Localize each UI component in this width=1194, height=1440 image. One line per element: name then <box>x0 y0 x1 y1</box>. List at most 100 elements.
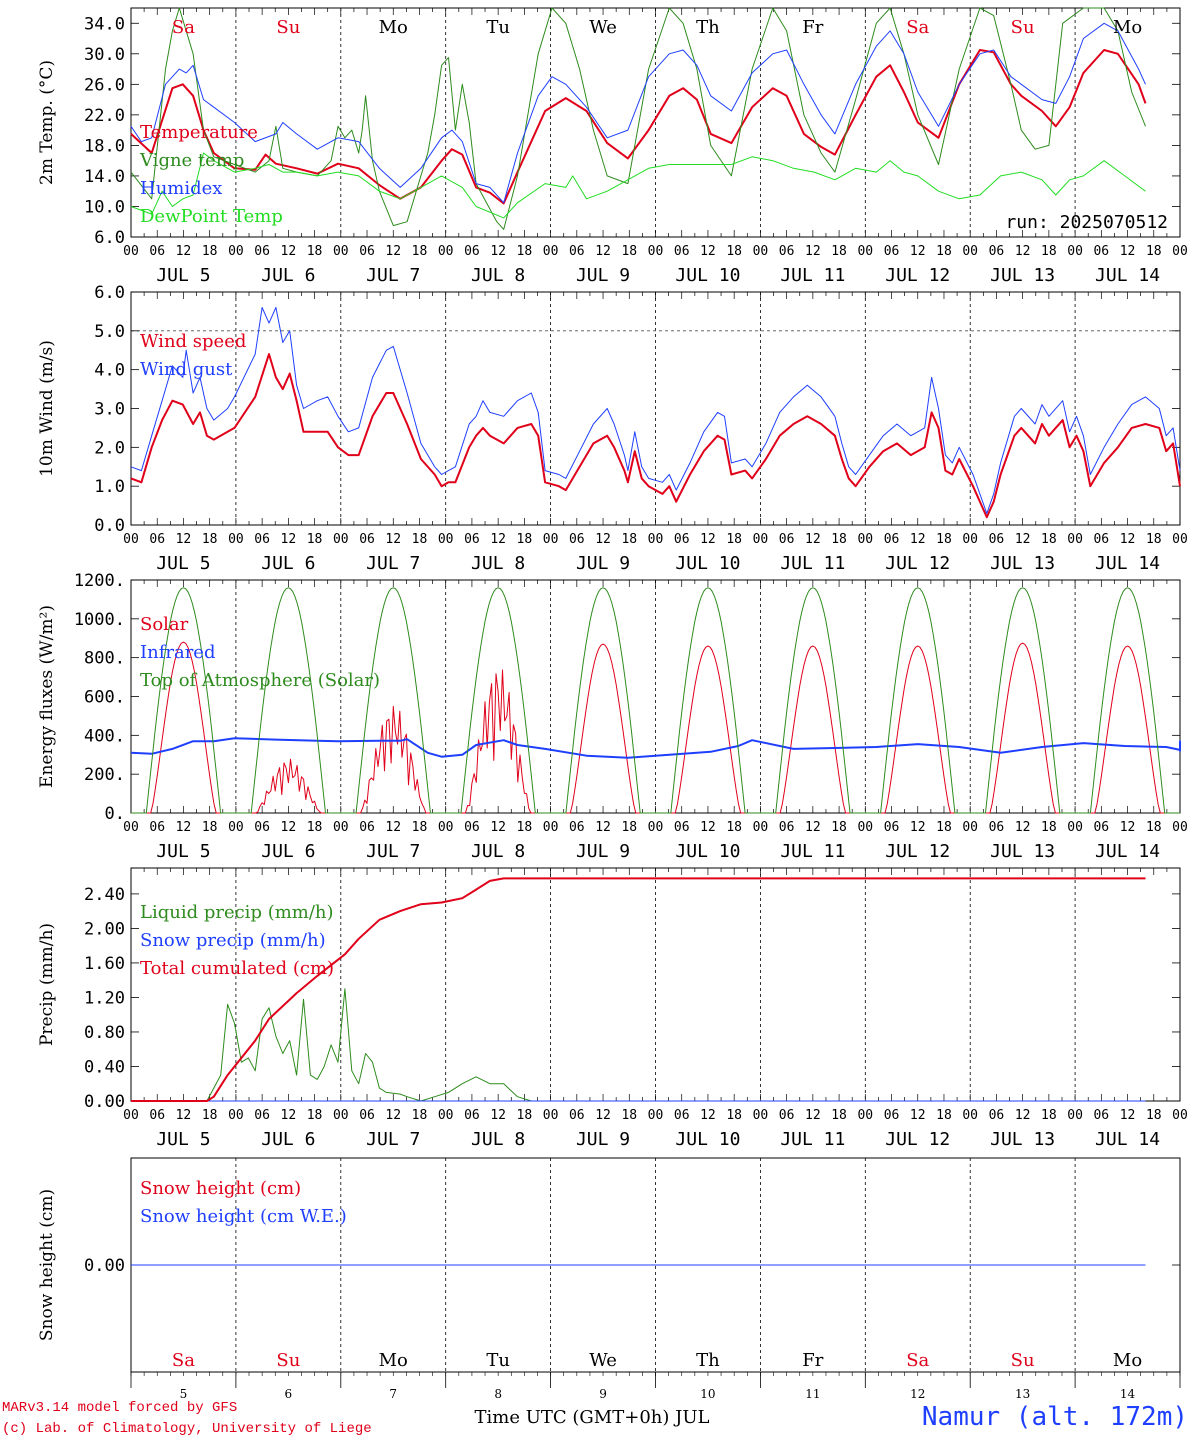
day-number: 9 <box>599 1387 607 1401</box>
hour-tick-label: 00 <box>333 244 349 259</box>
date-label: JUL 8 <box>471 553 525 574</box>
weekday-label: Su <box>1011 1350 1035 1371</box>
date-label: JUL 12 <box>885 841 950 862</box>
weekday-label: Mo <box>379 17 408 38</box>
date-label: JUL 11 <box>780 265 845 286</box>
hour-tick-label: 18 <box>307 244 323 259</box>
y-tick-label: 18.0 <box>84 136 125 156</box>
hour-tick-label: 12 <box>910 532 926 547</box>
weekday-label: We <box>589 17 617 38</box>
hour-tick-label: 00 <box>228 244 244 259</box>
hour-tick-label: 00 <box>228 532 244 547</box>
legend-entry: Snow height (cm) <box>140 1178 301 1199</box>
hour-tick-label: 18 <box>936 244 952 259</box>
date-label: JUL 6 <box>261 841 315 862</box>
x-axis-title: Time UTC (GMT+0h) JUL <box>475 1407 710 1428</box>
hour-tick-label: 00 <box>438 1108 454 1123</box>
hour-tick-label: 06 <box>989 820 1005 835</box>
hour-tick-label: 00 <box>333 1108 349 1123</box>
hour-tick-label: 06 <box>149 244 165 259</box>
series-liquid-precip-mm-h- <box>131 988 1146 1102</box>
hour-tick-label: 00 <box>123 532 139 547</box>
hour-tick-label: 00 <box>857 1108 873 1123</box>
legend-entry: Top of Atmosphere (Solar) <box>140 670 380 691</box>
date-label: JUL 5 <box>156 553 210 574</box>
date-label: JUL 12 <box>885 265 950 286</box>
hour-tick-label: 12 <box>385 244 401 259</box>
hour-tick-label: 00 <box>857 820 873 835</box>
hour-tick-label: 12 <box>1120 1108 1136 1123</box>
weekday-label: Su <box>1011 17 1035 38</box>
date-label: JUL 14 <box>1095 553 1160 574</box>
hour-tick-label: 18 <box>726 1108 742 1123</box>
hour-tick-label: 12 <box>910 1108 926 1123</box>
hour-tick-label: 06 <box>359 820 375 835</box>
date-label: JUL 13 <box>990 1129 1055 1150</box>
panel-4 <box>130 867 1181 1102</box>
hour-tick-label: 06 <box>149 820 165 835</box>
date-label: JUL 9 <box>576 841 630 862</box>
hour-tick-label: 00 <box>648 244 664 259</box>
hour-tick-label: 12 <box>700 820 716 835</box>
day-number: 12 <box>910 1387 925 1401</box>
hour-tick-label: 18 <box>1146 532 1162 547</box>
y-tick-label: 4.0 <box>94 361 125 381</box>
y-tick-label: 0.00 <box>84 1092 125 1112</box>
date-label: JUL 10 <box>675 1129 740 1150</box>
hour-tick-label: 18 <box>412 244 428 259</box>
hour-tick-label: 00 <box>1172 532 1188 547</box>
series-wind-gust <box>130 307 1181 514</box>
hour-tick-label: 12 <box>1120 244 1136 259</box>
weekday-label: Sa <box>172 1350 195 1371</box>
legend-entry: Vigne temp <box>139 150 244 171</box>
hour-tick-label: 18 <box>307 820 323 835</box>
hour-tick-label: 00 <box>228 1108 244 1123</box>
hour-tick-label: 18 <box>831 820 847 835</box>
y-axis-label: Energy fluxes (W/m²) <box>37 605 57 788</box>
hour-tick-label: 12 <box>700 1108 716 1123</box>
weekday-label: Mo <box>1113 17 1142 38</box>
hour-tick-label: 00 <box>648 532 664 547</box>
hour-tick-label: 12 <box>805 820 821 835</box>
hour-tick-label: 12 <box>176 244 192 259</box>
date-label: JUL 10 <box>675 553 740 574</box>
weekday-label: Tu <box>486 17 510 38</box>
hour-tick-label: 12 <box>805 532 821 547</box>
hour-tick-label: 12 <box>595 820 611 835</box>
hour-tick-label: 06 <box>674 820 690 835</box>
legend-entry: Solar <box>140 614 189 635</box>
series-vigne-temp <box>130 7 1146 230</box>
weekday-label: Fr <box>802 1350 823 1371</box>
y-tick-label: 26.0 <box>84 75 125 95</box>
model-credit: MARv3.14 model forced by GFS <box>2 1400 238 1416</box>
weekday-label: Su <box>276 17 300 38</box>
y-tick-label: 6.0 <box>94 283 125 303</box>
y-tick-label: 1000. <box>74 610 125 630</box>
date-label: JUL 8 <box>471 1129 525 1150</box>
hour-tick-label: 06 <box>359 532 375 547</box>
hour-tick-label: 00 <box>962 244 978 259</box>
weekday-label: Th <box>696 1350 720 1371</box>
date-label: JUL 9 <box>576 265 630 286</box>
hour-tick-label: 06 <box>779 1108 795 1123</box>
hour-tick-label: 12 <box>700 244 716 259</box>
date-label: JUL 11 <box>780 1129 845 1150</box>
y-tick-label: 1.60 <box>84 954 125 974</box>
hour-tick-label: 06 <box>254 1108 270 1123</box>
panel-5 <box>130 1157 1181 1388</box>
y-axis-label: Snow height (cm) <box>37 1189 57 1341</box>
series-total-cumulated-cm- <box>131 877 1146 1102</box>
y-axis-label: 10m Wind (m/s) <box>37 340 57 477</box>
hour-tick-label: 06 <box>1093 532 1109 547</box>
y-tick-label: 14.0 <box>84 167 125 187</box>
hour-tick-label: 12 <box>700 532 716 547</box>
hour-tick-label: 00 <box>543 532 559 547</box>
day-number: 7 <box>389 1387 397 1401</box>
legend-entry: DewPoint Temp <box>140 206 283 227</box>
hour-tick-label: 00 <box>753 532 769 547</box>
date-label: JUL 12 <box>885 1129 950 1150</box>
day-number: 10 <box>700 1387 715 1401</box>
date-label: JUL 9 <box>576 553 630 574</box>
date-label: JUL 13 <box>990 553 1055 574</box>
